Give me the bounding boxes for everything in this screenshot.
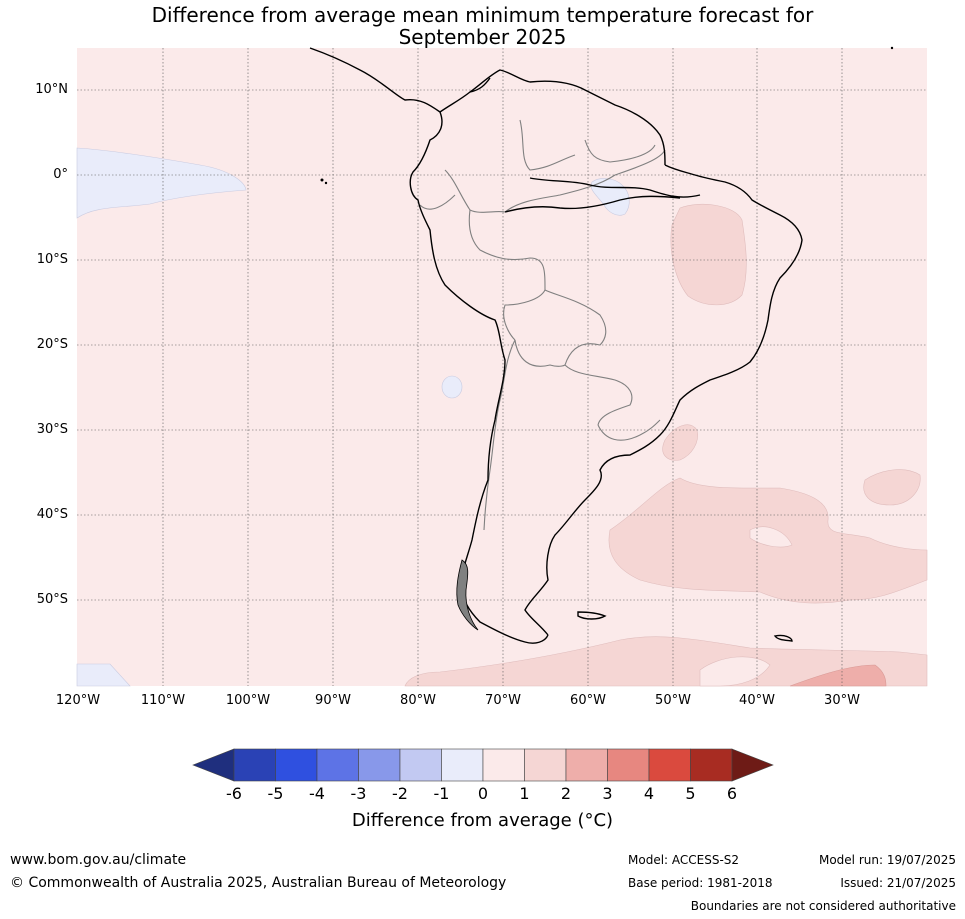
lat-label-50s: 50°S: [36, 592, 68, 607]
lat-label-20s: 20°S: [36, 337, 68, 352]
colorbar-tick: -2: [392, 784, 408, 803]
footer-disclaimer: Boundaries are not considered authoritat…: [690, 899, 956, 913]
colorbar-seg-9: [565, 748, 608, 782]
footer-copyright: © Commonwealth of Australia 2025, Austra…: [10, 875, 507, 891]
colorbar-tick: -5: [267, 784, 284, 803]
footer-model-run: Model run: 19/07/2025: [818, 853, 956, 867]
chile-fjords: [456, 559, 479, 631]
country-borders: [419, 119, 666, 531]
footer-issued: Issued: 21/07/2025: [840, 876, 956, 890]
colorbar-tick: 2: [560, 784, 572, 803]
colorbar-seg-5: [399, 748, 442, 782]
gridlines: [77, 48, 927, 686]
lat-label-30s: 30°S: [36, 422, 68, 437]
lat-label-10n: 10°N: [35, 82, 68, 97]
colorbar-seg-1: [233, 748, 276, 782]
lon-label-80w: 80°W: [400, 693, 436, 708]
lon-label-120w: 120°W: [55, 693, 101, 708]
colorbar-tick: 6: [726, 784, 738, 803]
colorbar-seg-11: [648, 748, 691, 782]
cool-anomaly-small-pacific: [441, 375, 463, 399]
lat-label-40s: 40°S: [36, 507, 68, 522]
lon-label-50w: 50°W: [655, 693, 691, 708]
colorbar-tick: -1: [433, 784, 450, 803]
lon-label-60w: 60°W: [570, 693, 606, 708]
colorbar-tick: -4: [309, 784, 325, 803]
colorbar-seg-10: [607, 748, 650, 782]
normal-pocket-southern-ocean: [699, 656, 771, 687]
colorbar-label: Difference from average (°C): [351, 810, 614, 831]
colorbar-tick: -6: [226, 784, 242, 803]
colorbar-seg-4: [358, 748, 401, 782]
colorbar: [192, 748, 774, 782]
warm-anomaly-uruguay: [662, 424, 698, 461]
title-line-1: Difference from average mean minimum tem…: [151, 3, 814, 27]
lon-label-90w: 90°W: [315, 693, 351, 708]
lon-label-40w: 40°W: [739, 693, 775, 708]
lat-label-0: 0°: [53, 167, 68, 182]
warm-anomaly-east: [863, 469, 921, 506]
warm-anomaly-2to3: [789, 664, 887, 687]
footer-model: Model: ACCESS-S2: [628, 853, 740, 867]
colorbar-seg-2: [275, 748, 318, 782]
footer-website: www.bom.gov.au/climate: [10, 852, 187, 868]
warm-anomaly-southern-ocean: [404, 636, 928, 687]
cool-anomaly-pacific: [76, 147, 247, 219]
lat-label-10s: 10°S: [36, 252, 68, 267]
colorbar-seg-7: [482, 748, 525, 782]
colorbar-seg-12: [690, 748, 733, 782]
colorbar-tick: 3: [602, 784, 613, 803]
cool-anomaly-southwest: [76, 663, 131, 687]
warm-anomaly-brazil: [670, 203, 747, 306]
colorbar-tick: 1: [519, 784, 530, 803]
lon-label-110w: 110°W: [140, 693, 186, 708]
islands-pacific: [320, 46, 894, 185]
colorbar-seg-3: [316, 748, 359, 782]
lon-label-100w: 100°W: [225, 693, 271, 708]
title-line-2: September 2025: [398, 25, 567, 49]
footer-base-period: Base period: 1981-2018: [628, 876, 773, 890]
colorbar-extend-max: [731, 748, 774, 782]
colorbar-seg-6: [441, 748, 484, 782]
normal-pocket-south-atlantic: [749, 526, 793, 548]
lon-label-70w: 70°W: [485, 693, 521, 708]
lon-label-30w: 30°W: [824, 693, 860, 708]
colorbar-extend-min: [192, 748, 235, 782]
map-title: Difference from average mean minimum tem…: [0, 4, 965, 48]
colorbar-tick: 0: [477, 784, 489, 803]
colorbar-seg-8: [524, 748, 567, 782]
colorbar-tick: -3: [350, 784, 367, 803]
colorbar-tick: 5: [685, 784, 696, 803]
colorbar-tick: 4: [643, 784, 655, 803]
